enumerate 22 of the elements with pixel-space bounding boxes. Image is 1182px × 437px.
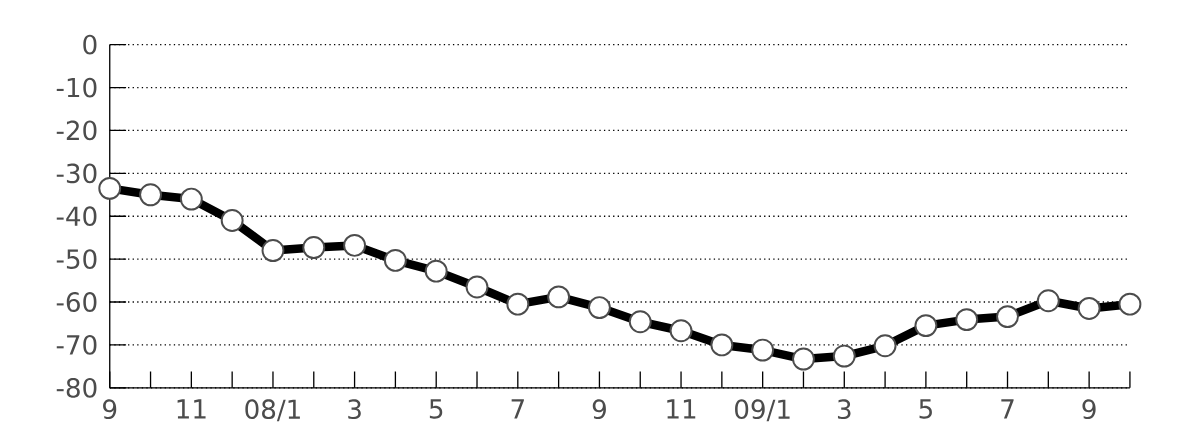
y-tick-label: -60 bbox=[56, 292, 97, 312]
x-tick-label: 08/1 bbox=[245, 399, 300, 422]
x-tick-label: 3 bbox=[837, 399, 851, 420]
x-tick-label: 9 bbox=[592, 399, 606, 420]
x-tick-label: 5 bbox=[429, 399, 443, 419]
x-tick-label: 3 bbox=[348, 399, 361, 420]
y-tick-label: -70 bbox=[56, 334, 97, 355]
x-tick-label: 11 bbox=[667, 399, 696, 419]
x-tick-label: 09/1 bbox=[735, 399, 790, 422]
y-tick-label: 0 bbox=[83, 34, 97, 55]
y-tick-label: -50 bbox=[56, 249, 97, 269]
x-tick-label: 9 bbox=[1082, 399, 1096, 420]
x-tick-label: 5 bbox=[919, 399, 932, 419]
y-tick-label: -20 bbox=[56, 120, 97, 141]
x-tick-label: 11 bbox=[177, 399, 206, 419]
y-tick-label: -30 bbox=[56, 163, 97, 184]
y-tick-label: -10 bbox=[56, 77, 97, 98]
x-tick-label: 7 bbox=[511, 399, 524, 419]
x-tick-label: 9 bbox=[103, 399, 117, 420]
y-tick-label: -40 bbox=[56, 206, 97, 227]
y-tick-label: -80 bbox=[56, 377, 97, 398]
x-tick-label: 7 bbox=[1001, 399, 1014, 419]
